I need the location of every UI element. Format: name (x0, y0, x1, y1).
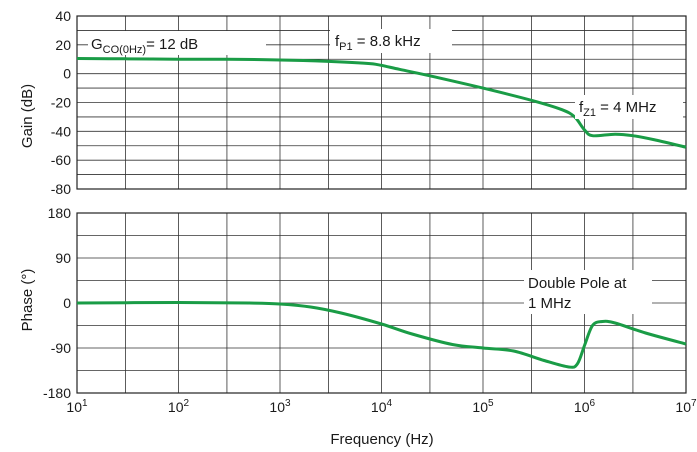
gco-annotation: GCO(0Hz)= 12 dB (91, 36, 198, 56)
fp1-annotation-box (330, 29, 452, 53)
phase-ytick-label: 90 (55, 250, 71, 266)
phase-ytick-label: 0 (63, 295, 71, 311)
gain-axis-label: Gain (dB) (19, 84, 36, 148)
gain-ytick-label: -40 (51, 123, 71, 139)
double-pole-annotation-box (524, 270, 652, 314)
xtick-label: 101 (66, 398, 88, 415)
xtick-label: 106 (574, 398, 596, 415)
gain-plot-frame (76, 15, 687, 190)
double-pole-annotation-line2: 1 MHz (528, 295, 571, 312)
phase-ytick-label: -90 (51, 340, 71, 356)
gco-annotation-box (88, 31, 266, 55)
phase-ytick-label: 180 (48, 205, 72, 221)
gain-ytick-label: 0 (63, 66, 71, 82)
gain-ytick-label: -80 (51, 181, 71, 197)
gain-ytick-label: 40 (55, 8, 71, 24)
phase-curve (76, 301, 687, 369)
fz1-annotation: fZ1 = 4 MHz (579, 99, 656, 119)
gain-ytick-label: -20 (51, 95, 71, 111)
gain-curve (76, 57, 687, 149)
fz1-annotation-box (575, 95, 683, 119)
xtick-label: 102 (168, 398, 190, 415)
double-pole-annotation-line1: Double Pole at (528, 275, 627, 292)
xtick-label: 107 (675, 398, 697, 415)
xtick-label: 104 (371, 398, 393, 415)
xtick-label: 103 (269, 398, 291, 415)
phase-axis-label: Phase (°) (19, 269, 36, 332)
phase-ytick-label: -180 (43, 385, 71, 401)
gain-ytick-label: -60 (51, 152, 71, 168)
frequency-axis-label: Frequency (Hz) (330, 431, 433, 448)
fp1-annotation: fP1 = 8.8 kHz (335, 33, 421, 53)
xtick-label: 105 (472, 398, 494, 415)
gain-ytick-label: 20 (55, 37, 71, 53)
